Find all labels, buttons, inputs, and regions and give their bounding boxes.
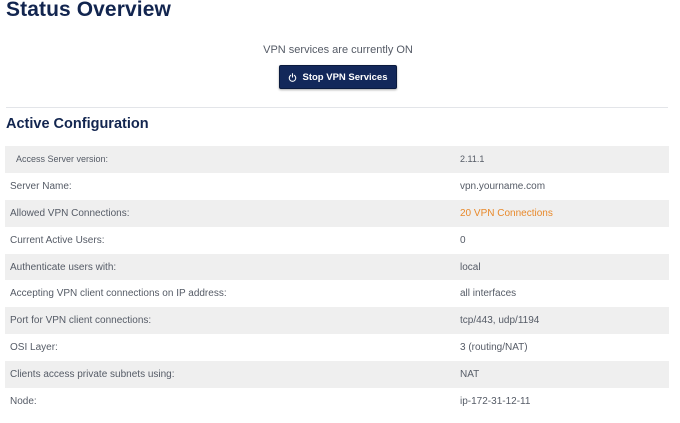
table-row: Node: ip-172-31-12-11 — [5, 388, 669, 415]
config-label: OSI Layer: — [10, 342, 58, 354]
config-value: local — [460, 261, 481, 273]
config-label: Current Active Users: — [10, 234, 105, 246]
config-value: 0 — [460, 234, 466, 246]
table-row: Server Name: vpn.yourname.com — [5, 173, 669, 200]
active-configuration-heading: Active Configuration — [6, 116, 149, 132]
table-row: Current Active Users: 0 — [5, 227, 669, 254]
table-row: Clients access private subnets using: NA… — [5, 361, 669, 389]
config-label: Node: — [10, 395, 37, 407]
config-label: Port for VPN client connections: — [10, 315, 152, 327]
config-label: Clients access private subnets using: — [10, 369, 175, 381]
vpn-status-text: VPN services are currently ON — [263, 44, 413, 56]
config-value: tcp/443, udp/1194 — [460, 315, 540, 327]
config-value: NAT — [460, 369, 480, 381]
config-label: Server Name: — [10, 180, 72, 192]
table-row: Port for VPN client connections: tcp/443… — [5, 307, 669, 335]
configuration-table: Access Server version: 2.11.1 Server Nam… — [5, 146, 669, 415]
table-row: Allowed VPN Connections: 20 VPN Connecti… — [5, 199, 669, 227]
config-value: vpn.yourname.com — [460, 180, 546, 192]
config-label: Accepting VPN client connections on IP a… — [10, 288, 227, 300]
stop-vpn-services-label: Stop VPN Services — [302, 71, 388, 83]
power-icon — [288, 72, 297, 82]
config-value: 3 (routing/NAT) — [460, 342, 528, 354]
config-value: 2.11.1 — [460, 154, 485, 165]
table-row: Accepting VPN client connections on IP a… — [5, 280, 669, 307]
stop-vpn-services-button[interactable]: Stop VPN Services — [279, 65, 397, 89]
table-row: OSI Layer: 3 (routing/NAT) — [5, 334, 669, 361]
config-label: Access Server version: — [16, 154, 109, 165]
table-row: Authenticate users with: local — [5, 253, 669, 281]
config-label: Authenticate users with: — [10, 261, 117, 273]
config-value: ip-172-31-12-11 — [460, 395, 531, 407]
config-value: 20 VPN Connections — [460, 207, 553, 219]
page-title: Status Overview — [6, 0, 171, 21]
table-row: Access Server version: 2.11.1 — [5, 146, 669, 173]
config-label: Allowed VPN Connections: — [10, 207, 130, 219]
section-divider — [6, 107, 668, 108]
config-value: all interfaces — [460, 288, 517, 300]
